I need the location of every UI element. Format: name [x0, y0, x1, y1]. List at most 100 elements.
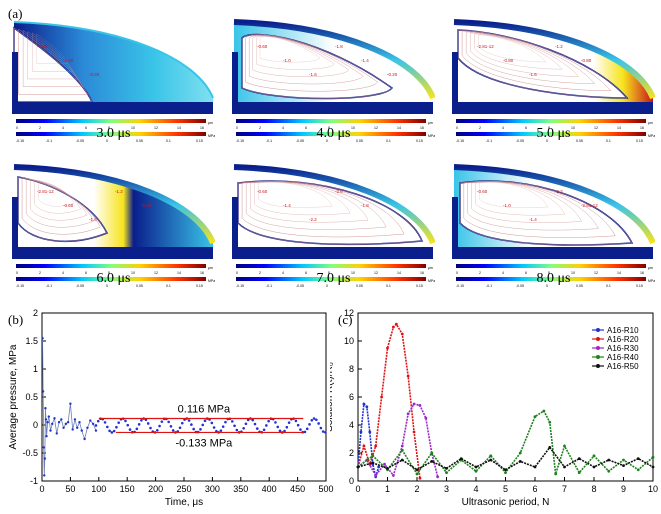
- transient-point: [66, 421, 70, 424]
- legend-marker: [596, 364, 600, 368]
- colorbar-mpa: [236, 132, 426, 136]
- colorbar-tick: -0.05: [516, 139, 524, 143]
- oscillation-point: [315, 418, 318, 422]
- series-point: [518, 451, 522, 455]
- colorbar-tick: 0.1: [166, 139, 171, 143]
- series-line: [357, 322, 421, 479]
- colorbar-tick: 2: [479, 271, 481, 275]
- droplet-rim: [453, 19, 655, 100]
- colorbar-tick: 0.1: [606, 139, 611, 143]
- contour-label: -2.2: [309, 217, 317, 222]
- droplet-rim: [233, 19, 435, 100]
- oscillation-point: [126, 423, 130, 427]
- colorbar-unit: μm: [428, 121, 433, 125]
- oscillation-point: [283, 429, 286, 433]
- x-tick-label: 1: [385, 484, 390, 494]
- series-point: [504, 471, 507, 474]
- legend-label: A16-R10: [607, 326, 639, 335]
- oscillation-point: [146, 422, 150, 425]
- colorbar-tick: 8: [548, 126, 550, 130]
- panel-c-label: (c): [338, 312, 353, 327]
- colorbar-tick: 0: [326, 139, 328, 143]
- colorbar-tick: 2: [39, 126, 41, 130]
- oscillation-point: [221, 425, 225, 428]
- colorbar-mpa: [16, 132, 206, 136]
- colorbar-tick: 8: [108, 126, 110, 130]
- series-point: [607, 469, 611, 473]
- contour-label: -0.60: [257, 189, 268, 194]
- colorbar-tick: 0: [16, 271, 18, 275]
- series-point: [592, 454, 596, 458]
- series-point: [533, 465, 537, 469]
- oscillation-point: [255, 427, 259, 430]
- colorbar-tick: -0.1: [266, 139, 272, 143]
- legend-marker: [596, 328, 600, 332]
- series-point: [651, 455, 655, 459]
- series-point: [430, 451, 434, 455]
- colorbar-tick: 10: [351, 126, 355, 130]
- transient-point: [44, 407, 47, 410]
- substrate: [232, 102, 433, 114]
- legend-label: A16-R30: [607, 344, 639, 353]
- oscillation-point: [265, 424, 268, 427]
- series-point: [383, 462, 386, 466]
- colorbar-tick: 14: [177, 271, 181, 275]
- contour-label: -1.6: [89, 217, 97, 222]
- pressure-contours: [13, 27, 93, 103]
- oscillation-point: [108, 429, 111, 433]
- colorbar-tick: 0: [326, 284, 328, 288]
- oscillation-point: [190, 423, 193, 426]
- oscillation-point: [276, 425, 280, 429]
- contour-label: -2.2: [555, 189, 563, 194]
- colorbars: 0 2 4 6 8 10 12 14 16 μm -0.15 -0.1 -0.05 0 0.05 0.1 0.1…: [236, 119, 435, 143]
- substrate: [12, 102, 213, 114]
- legend-marker: [596, 346, 600, 350]
- series-a16-r50: [356, 446, 655, 472]
- transient-point: [43, 457, 47, 460]
- series-point: [386, 467, 389, 470]
- snapshot-field: -0.60 -0.40 -0.20: [12, 21, 214, 114]
- transient-point: [71, 428, 74, 431]
- oscillation-point: [299, 428, 302, 431]
- series-point: [400, 448, 404, 452]
- oscillation-point: [103, 421, 107, 424]
- series-point: [436, 475, 440, 479]
- series-a16-r40: [356, 409, 655, 476]
- colorbar-tick: 12: [594, 126, 598, 130]
- snapshot-field: -0.60 -1.0 -1.4 -2.2 -2.81-12: [452, 164, 655, 259]
- transient-point: [69, 402, 72, 405]
- y-tick-label: 2: [33, 308, 38, 318]
- oscillation-point: [253, 422, 257, 426]
- series-point: [424, 416, 428, 420]
- oscillation-point: [319, 426, 323, 430]
- colorbar-tick: 8: [328, 126, 330, 130]
- oscillation-point: [219, 429, 223, 432]
- colorbar-tick: 14: [617, 271, 621, 275]
- series-point: [356, 465, 360, 469]
- x-tick-label: 8: [591, 484, 596, 494]
- colorbar-tick: 10: [131, 126, 135, 130]
- snapshot-5: -0.60 -1.4 -2.2 -2.6 -1.8 0 2 4 6 8 10 12 14 16 μm -0.1…: [232, 163, 435, 313]
- colorbar-tick: 10: [571, 126, 575, 130]
- transient-point: [78, 421, 81, 424]
- snapshot-time-label: 3.0 μs: [96, 126, 131, 141]
- colorbar-tick: -0.1: [486, 139, 492, 143]
- oscillation-point: [94, 424, 98, 427]
- series-point: [445, 471, 448, 474]
- series-point: [371, 454, 375, 458]
- colorbars: 0 2 4 6 8 10 12 14 16 μm -0.15 -0.1 -0.05 0 0.05 0.1 0.1…: [236, 264, 435, 288]
- series-point: [548, 446, 552, 449]
- transient-point: [86, 426, 89, 429]
- series-point: [430, 460, 434, 463]
- snapshot-time-label: 5.0 μs: [536, 126, 571, 141]
- transient-point: [44, 418, 48, 421]
- colorbar-tick: 0.1: [386, 284, 391, 288]
- transient-point: [45, 435, 48, 438]
- oscillation-point: [235, 428, 239, 432]
- oscillation-point: [149, 426, 152, 430]
- colorbar-tick: 16: [420, 126, 424, 130]
- colorbar-unit: MPa: [208, 134, 215, 138]
- colorbar-tick: 0.05: [576, 284, 583, 288]
- contour-label: -1.2: [555, 44, 563, 49]
- colorbar-tick: 0.15: [416, 284, 423, 288]
